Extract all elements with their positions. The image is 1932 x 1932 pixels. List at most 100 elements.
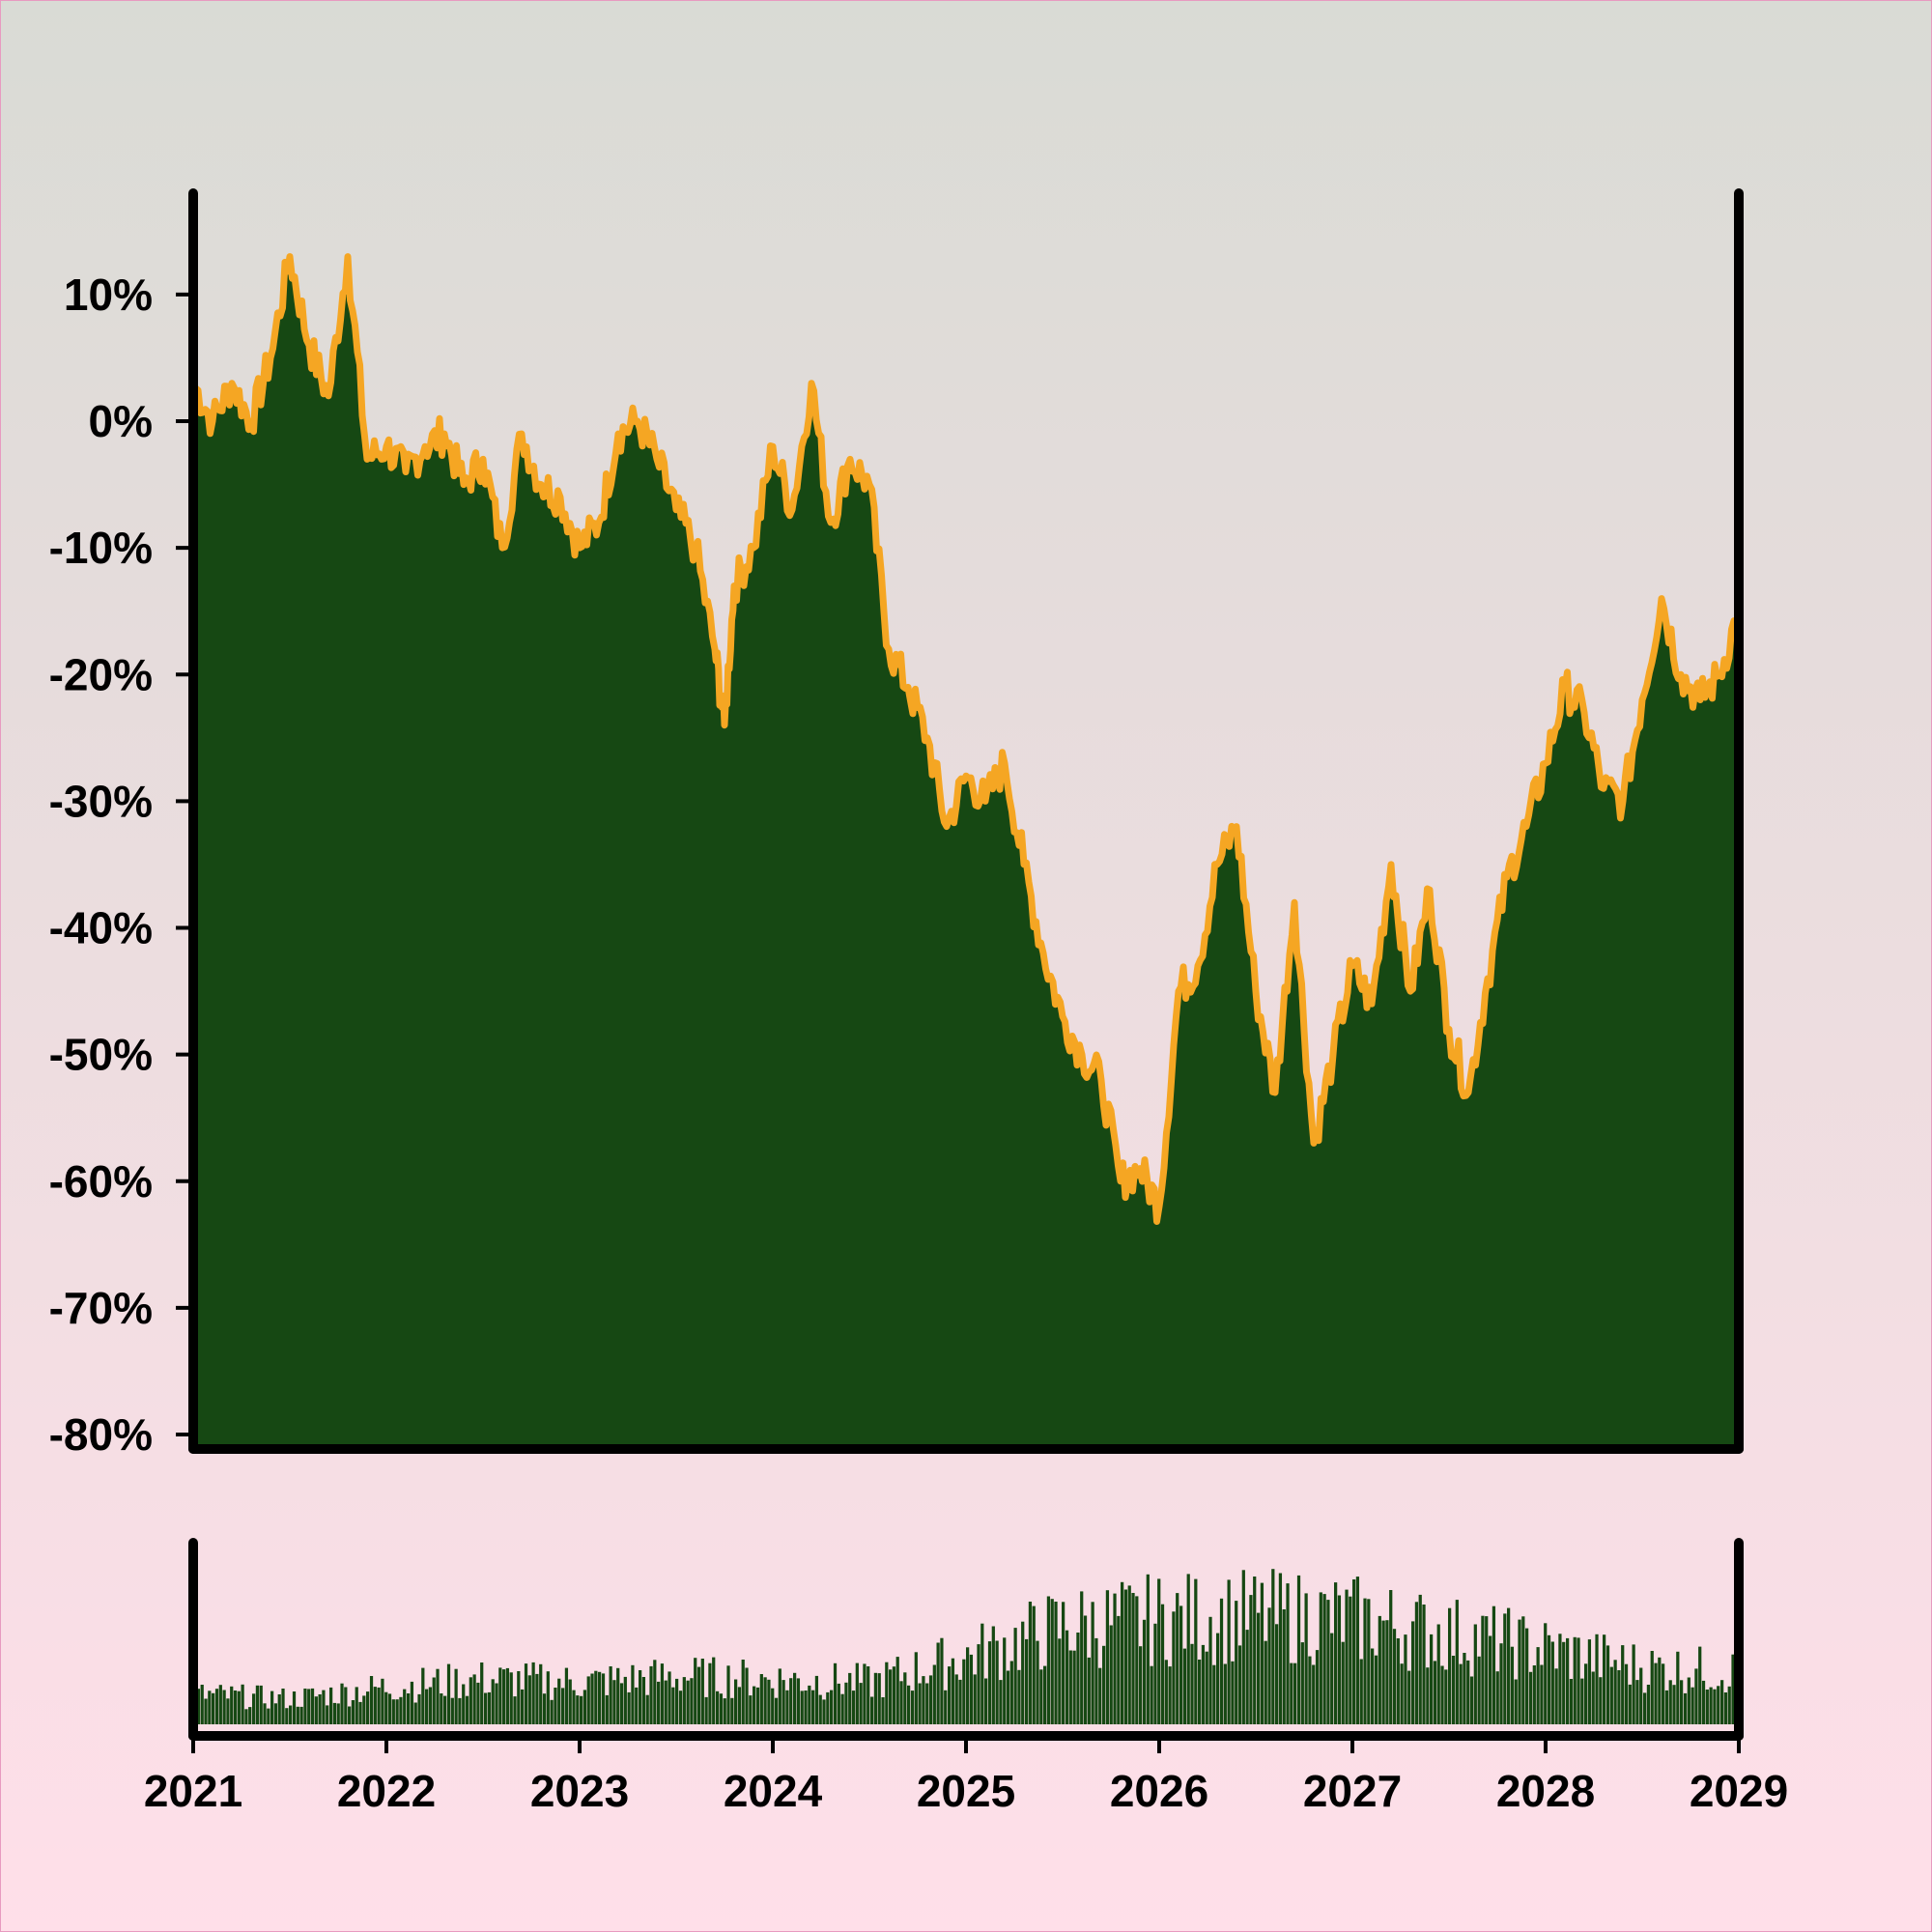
volume-bar [889, 1669, 893, 1724]
volume-bar [505, 1667, 510, 1724]
volume-bar [1451, 1656, 1456, 1724]
volume-bar [755, 1687, 760, 1724]
volume-bar [690, 1678, 694, 1724]
volume-bar [1731, 1654, 1735, 1724]
volume-bar [1477, 1656, 1481, 1724]
x-axis-ticks: 2021 2022 2023 2024 2025 2026 2027 2028 2029 [144, 1736, 1788, 1816]
volume-bar [627, 1691, 631, 1724]
volume-bar [966, 1647, 970, 1724]
volume-bar [1271, 1569, 1275, 1724]
volume-bar [550, 1699, 554, 1724]
volume-bar [822, 1699, 826, 1724]
volume-bar [962, 1659, 966, 1724]
volume-bar [1223, 1663, 1227, 1724]
volume-bar [226, 1698, 230, 1724]
volume-bar [1098, 1667, 1102, 1724]
volume-bar [1322, 1594, 1326, 1724]
volume-bar [410, 1681, 414, 1724]
volume-bar [1492, 1605, 1496, 1724]
volume-bar [1296, 1575, 1301, 1724]
volume-bar [495, 1683, 498, 1724]
volume-bar [1231, 1661, 1235, 1724]
volume-bar [417, 1693, 421, 1724]
volume-bar [1411, 1621, 1415, 1724]
volume-bar [1389, 1590, 1393, 1724]
volume-bar [826, 1691, 830, 1724]
volume-bar [1485, 1616, 1489, 1724]
volume-bar [421, 1667, 425, 1724]
volume-bar [948, 1666, 952, 1724]
volume-bar [1121, 1581, 1124, 1724]
volume-bar [730, 1697, 734, 1724]
volume-bar [1433, 1661, 1437, 1724]
volume-panel [188, 1538, 1744, 1741]
volume-bar [1216, 1633, 1220, 1724]
volume-bar [863, 1663, 867, 1724]
volume-bar [1182, 1648, 1187, 1724]
volume-bar [1076, 1633, 1080, 1724]
volume-bar [1536, 1647, 1540, 1724]
volume-bar [840, 1693, 844, 1724]
volume-bar [671, 1687, 675, 1724]
volume-bar [969, 1654, 974, 1724]
volume-bar [1198, 1660, 1202, 1724]
volume-bar [928, 1675, 933, 1724]
volume-bar [1164, 1660, 1168, 1724]
volume-bar [851, 1690, 856, 1724]
volume-bar [1481, 1615, 1485, 1724]
volume-bar [1028, 1602, 1033, 1724]
volume-bar [1599, 1677, 1603, 1724]
volume-bar [973, 1674, 977, 1724]
volume-bar [1680, 1680, 1684, 1724]
volume-bar [1466, 1660, 1470, 1724]
volume-bar [292, 1691, 297, 1724]
volume-bar [1621, 1645, 1625, 1724]
volume-bar [1080, 1591, 1084, 1724]
volume-bar [230, 1686, 234, 1724]
volume-bar [524, 1663, 528, 1724]
volume-bar [1212, 1664, 1216, 1724]
volume-bar [1153, 1623, 1157, 1724]
volume-bar [601, 1673, 606, 1724]
volume-bar [1293, 1662, 1297, 1724]
volume-bar [899, 1681, 903, 1724]
volume-bar [623, 1676, 627, 1724]
volume-bar [800, 1690, 804, 1724]
volume-bar [1624, 1663, 1629, 1724]
volume-bar [1444, 1669, 1448, 1724]
volume-bar [678, 1690, 683, 1724]
volume-bar [1720, 1680, 1724, 1724]
volume-bar [1186, 1574, 1190, 1724]
volume-bar [218, 1685, 222, 1724]
volume-bar [1264, 1640, 1267, 1724]
volume-bar [326, 1705, 329, 1724]
y-tick-label: -50% [49, 1030, 153, 1080]
volume-bar [509, 1672, 513, 1724]
volume-bar [1580, 1678, 1584, 1724]
volume-bar [867, 1666, 870, 1724]
volume-bar [255, 1685, 260, 1724]
volume-bar [1609, 1666, 1613, 1724]
volume-bar [1290, 1662, 1293, 1724]
volume-bar [848, 1672, 852, 1724]
volume-bar [557, 1678, 561, 1724]
volume-bar [355, 1687, 358, 1724]
volume-bar [259, 1685, 263, 1724]
volume-bar [609, 1666, 612, 1724]
volume-bar [1131, 1593, 1135, 1724]
volume-bar [1646, 1685, 1651, 1724]
volume-bar [1687, 1677, 1690, 1724]
volume-bar [660, 1663, 665, 1724]
x-tick-label: 2023 [530, 1766, 629, 1816]
volume-bar [734, 1679, 738, 1724]
volume-bar [793, 1672, 797, 1724]
volume-bar [244, 1709, 248, 1724]
volume-bar [1617, 1670, 1621, 1724]
volume-bar [348, 1706, 352, 1724]
volume-bar [1654, 1662, 1658, 1724]
volume-bar [837, 1683, 840, 1724]
volume-bar [1717, 1686, 1720, 1724]
volume-bar [1550, 1641, 1554, 1724]
volume-bar [1440, 1665, 1444, 1724]
